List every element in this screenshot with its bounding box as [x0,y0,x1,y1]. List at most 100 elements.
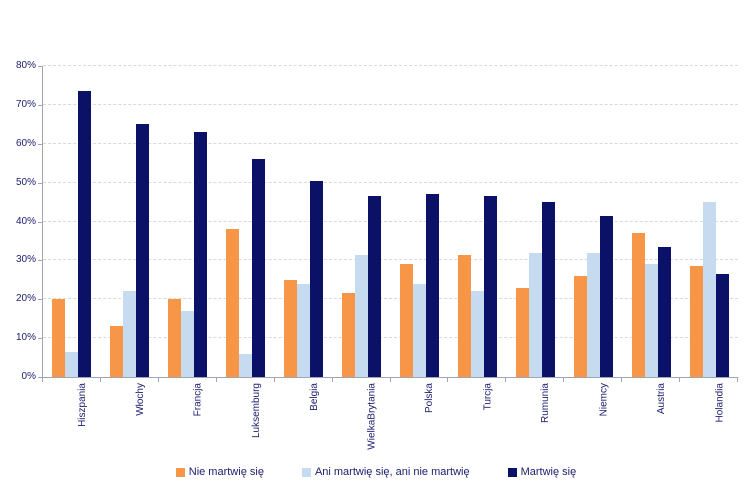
x-tick-mark [563,378,565,382]
x-category-label-Niemcy: Niemcy [598,383,610,417]
bar-Rumunia-Martwię się [541,202,555,377]
y-tick-mark [38,299,42,301]
bar-Luksemburg-Martwię się [252,159,266,377]
bar-group-Turcja [448,66,506,377]
bar-Polska-Nie martwię się [399,264,413,377]
bar-Holandia-Martwię się [715,273,729,377]
bar-Francja-Nie martwię się [168,299,182,377]
x-tick-mark [621,378,623,382]
y-tick-mark [38,260,42,262]
bar-Hiszpania-Ani martwię się, ani nie martwię [65,351,79,377]
legend-item-Ani martwię się, ani nie martwię: Ani martwię się, ani nie martwię [301,466,470,478]
gridline-70 [43,103,738,105]
gridline-40 [43,220,738,222]
x-tick-mark [331,378,333,382]
bar-Rumunia-Nie martwię się [515,287,529,377]
bar-Włochy-Martwię się [136,124,150,377]
bar-Belgia-Ani martwię się, ani nie martwię [297,283,311,377]
x-tick-mark [679,378,681,382]
bar-Holandia-Ani martwię się, ani nie martwię [702,202,716,377]
bar-Francja-Martwię się [194,132,208,377]
bar-Francja-Ani martwię się, ani nie martwię [181,310,195,377]
gridline-20 [43,298,738,300]
bar-group-Luksemburg [217,66,275,377]
bar-Hiszpania-Nie martwię się [52,299,66,377]
x-category-label-Austria: Austria [656,383,668,415]
bar-Turcja-Ani martwię się, ani nie martwię [470,291,484,377]
legend-item-Martwię się: Martwię się [507,466,576,478]
y-tick-mark [38,377,42,378]
gridline-50 [43,181,738,183]
y-tick-label-50: 50% [15,176,36,188]
bar-Austria-Nie martwię się [631,233,645,377]
x-category-label-Belgia: Belgia [308,383,320,411]
y-tick-label-80: 80% [15,60,36,71]
bar-group-Rumunia [506,66,564,377]
bar-Belgia-Nie martwię się [284,279,298,377]
x-category-label-Włochy: Włochy [134,383,146,416]
y-tick-label-30: 30% [15,254,36,266]
gridline-60 [43,142,738,144]
bar-group-Belgia [275,66,333,377]
x-category-label-Rumunia: Rumunia [540,383,552,424]
x-category-label-Turcja: Turcja [482,383,494,411]
bar-Austria-Ani martwię się, ani nie martwię [644,264,658,377]
legend-swatch-icon [301,467,311,477]
bar-Niemcy-Ani martwię się, ani nie martwię [586,252,600,377]
y-tick-label-20: 20% [15,293,36,305]
y-tick-mark [38,143,42,145]
bar-Luksemburg-Ani martwię się, ani nie martwię [239,353,253,377]
x-category-label-WielkaBrytania: WielkaBrytania [366,383,378,450]
bar-Polska-Martwię się [425,194,439,377]
bar-Turcja-Martwię się [483,196,497,377]
y-tick-mark [38,338,42,340]
bar-Niemcy-Nie martwię się [573,275,587,377]
y-tick-label-40: 40% [15,215,36,227]
bar-group-Holandia [680,66,738,377]
gridline-10 [43,337,738,339]
x-tick-mark [389,378,391,382]
bar-group-Włochy [101,66,159,377]
bar-Luksemburg-Nie martwię się [226,229,240,377]
bar-WielkaBrytania-Martwię się [368,196,382,377]
legend-swatch-icon [175,467,185,477]
gridline-80 [43,65,738,66]
x-category-label-Luksemburg: Luksemburg [250,383,262,439]
x-category-label-Francja: Francja [192,383,204,417]
y-tick-mark [38,221,42,223]
x-tick-mark [273,378,275,382]
bar-Włochy-Nie martwię się [110,326,124,377]
bar-group-Hiszpania [43,66,101,377]
x-tick-mark [99,378,101,382]
x-tick-mark [215,378,217,382]
legend-item-Nie martwię się: Nie martwię się [175,466,264,478]
bar-Belgia-Martwię się [310,180,324,377]
bar-Włochy-Ani martwię się, ani nie martwię [123,291,137,377]
x-tick-mark [157,378,159,382]
legend-label: Nie martwię się [188,466,264,478]
bar-Polska-Ani martwię się, ani nie martwię [412,283,426,377]
legend-label: Ani martwię się, ani nie martwię [314,466,470,478]
bar-Austria-Martwię się [657,246,671,377]
gridline-30 [43,259,738,261]
bar-Turcja-Nie martwię się [457,254,471,377]
bar-group-Austria [622,66,680,377]
x-tick-mark [737,378,738,382]
y-tick-mark [38,182,42,184]
legend-swatch-icon [507,467,517,477]
y-tick-mark [38,104,42,106]
x-category-label-Polska: Polska [424,383,436,414]
y-tick-label-60: 60% [15,137,36,149]
y-tick-label-10: 10% [15,332,36,344]
bar-group-Polska [391,66,449,377]
bar-Hiszpania-Martwię się [78,91,92,377]
x-category-label-Hiszpania: Hiszpania [76,383,88,427]
bar-WielkaBrytania-Ani martwię się, ani nie martwię [355,254,369,377]
bar-Holandia-Nie martwię się [689,266,703,377]
x-tick-mark [42,378,43,382]
x-tick-mark [447,378,449,382]
x-category-label-Holandia: Holandia [714,383,726,423]
bar-group-Francja [159,66,217,377]
x-tick-mark [505,378,507,382]
